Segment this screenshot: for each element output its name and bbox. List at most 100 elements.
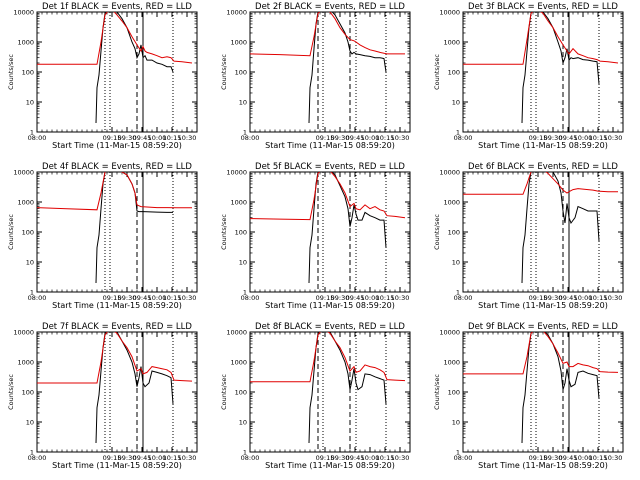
chart-title: Det 5f BLACK = Events, RED = LLD bbox=[255, 162, 405, 172]
x-tick-label: 10:15 bbox=[589, 294, 608, 302]
x-tick-label: 10:15 bbox=[163, 134, 182, 142]
y-axis-label: Counts/sec bbox=[433, 54, 441, 90]
y-tick-label: 10 bbox=[452, 259, 460, 267]
x-tick-label: 10:00 bbox=[361, 134, 380, 142]
y-tick-label: 1 bbox=[30, 449, 34, 457]
x-axis-label: Start Time (11-Mar-15 08:59:20) bbox=[478, 301, 608, 310]
series-line-lld bbox=[250, 172, 406, 221]
x-axis-label: Start Time (11-Mar-15 08:59:20) bbox=[478, 141, 608, 150]
series-line-lld bbox=[463, 332, 619, 375]
x-tick-label: 10:15 bbox=[589, 134, 608, 142]
x-axis-label: Start Time (11-Mar-15 08:59:20) bbox=[52, 301, 182, 310]
y-axis-label: Counts/sec bbox=[220, 374, 228, 410]
x-tick-label: 10:15 bbox=[376, 134, 395, 142]
chart-panel-1: Det 1f BLACK = Events, RED = LLD 1 10 100 10… bbox=[7, 2, 198, 150]
y-tick-label: 10 bbox=[26, 99, 34, 107]
x-tick-label: 08:00 bbox=[28, 134, 47, 142]
x-tick-label: 09:30 bbox=[544, 134, 563, 142]
chart-title: Det 9f BLACK = Events, RED = LLD bbox=[468, 322, 618, 332]
y-tick-label: 1000 bbox=[443, 359, 460, 367]
y-tick-label: 1 bbox=[456, 449, 460, 457]
series-line-lld bbox=[37, 12, 193, 65]
y-tick-label: 10 bbox=[239, 259, 247, 267]
x-axis-label: Start Time (11-Mar-15 08:59:20) bbox=[265, 141, 395, 150]
y-tick-label: 1000 bbox=[230, 39, 247, 47]
y-tick-label: 10000 bbox=[439, 169, 460, 177]
y-tick-label: 10000 bbox=[226, 329, 247, 337]
x-tick-label: 09:15 bbox=[529, 294, 548, 302]
y-tick-label: 100 bbox=[22, 229, 34, 237]
series-line-lld bbox=[463, 172, 618, 195]
x-tick-label: 10:30 bbox=[178, 454, 197, 462]
x-axis-label: Start Time (11-Mar-15 08:59:20) bbox=[52, 141, 182, 150]
y-tick-label: 100 bbox=[235, 389, 247, 397]
x-tick-label: 08:00 bbox=[241, 134, 260, 142]
series-line-events bbox=[521, 172, 600, 284]
x-tick-label: 10:30 bbox=[178, 294, 197, 302]
y-tick-label: 10000 bbox=[439, 329, 460, 337]
x-tick-label: 09:15 bbox=[103, 294, 122, 302]
chart-title: Det 7f BLACK = Events, RED = LLD bbox=[42, 322, 192, 332]
y-tick-label: 1000 bbox=[443, 39, 460, 47]
x-tick-label: 09:15 bbox=[103, 134, 122, 142]
x-tick-label: 10:15 bbox=[376, 454, 395, 462]
x-tick-label: 09:45 bbox=[133, 454, 152, 462]
chart-panel-6: Det 6f BLACK = Events, RED = LLD 1 10 100 10… bbox=[433, 162, 624, 310]
x-tick-label: 09:30 bbox=[331, 294, 350, 302]
y-tick-label: 1 bbox=[243, 449, 247, 457]
chart-title: Det 4f BLACK = Events, RED = LLD bbox=[42, 162, 192, 172]
x-tick-label: 10:15 bbox=[163, 294, 182, 302]
x-tick-label: 09:45 bbox=[559, 134, 578, 142]
chart-panel-9: Det 9f BLACK = Events, RED = LLD 1 10 100 10… bbox=[433, 322, 624, 470]
x-tick-label: 09:45 bbox=[133, 134, 152, 142]
y-tick-label: 10 bbox=[452, 419, 460, 427]
y-axis-label: Counts/sec bbox=[220, 214, 228, 250]
y-tick-label: 1000 bbox=[17, 39, 34, 47]
chart-panel-5: Det 5f BLACK = Events, RED = LLD 1 10 100 10… bbox=[220, 162, 411, 310]
x-tick-label: 09:30 bbox=[544, 294, 563, 302]
y-tick-label: 10000 bbox=[439, 9, 460, 17]
y-tick-label: 100 bbox=[448, 69, 460, 77]
x-tick-label: 10:15 bbox=[376, 294, 395, 302]
y-tick-label: 1000 bbox=[443, 199, 460, 207]
chart-panel-2: Det 2f BLACK = Events, RED = LLD 1 10 100 10… bbox=[220, 2, 411, 150]
x-tick-label: 10:15 bbox=[589, 454, 608, 462]
x-tick-label: 10:00 bbox=[148, 294, 167, 302]
y-tick-label: 10 bbox=[452, 99, 460, 107]
x-tick-label: 09:30 bbox=[331, 454, 350, 462]
x-tick-label: 10:30 bbox=[178, 134, 197, 142]
y-tick-label: 1000 bbox=[17, 359, 34, 367]
chart-title: Det 3f BLACK = Events, RED = LLD bbox=[468, 2, 618, 12]
y-tick-label: 1 bbox=[456, 129, 460, 137]
y-tick-label: 10000 bbox=[13, 169, 34, 177]
y-tick-label: 1 bbox=[456, 289, 460, 297]
x-tick-label: 10:00 bbox=[574, 134, 593, 142]
y-tick-label: 100 bbox=[448, 389, 460, 397]
y-axis-label: Counts/sec bbox=[220, 54, 228, 90]
x-axis-label: Start Time (11-Mar-15 08:59:20) bbox=[52, 461, 182, 470]
series-line-events bbox=[95, 172, 173, 284]
chart-panel-8: Det 8f BLACK = Events, RED = LLD 1 10 100 10… bbox=[220, 322, 411, 470]
y-axis-label: Counts/sec bbox=[433, 374, 441, 410]
y-tick-label: 1 bbox=[30, 129, 34, 137]
x-axis-label: Start Time (11-Mar-15 08:59:20) bbox=[478, 461, 608, 470]
chart-title: Det 1f BLACK = Events, RED = LLD bbox=[42, 2, 192, 12]
x-tick-label: 08:00 bbox=[241, 294, 260, 302]
x-tick-label: 09:15 bbox=[529, 134, 548, 142]
series-line-lld bbox=[250, 332, 406, 383]
x-tick-label: 09:30 bbox=[118, 454, 137, 462]
y-tick-label: 1000 bbox=[230, 359, 247, 367]
x-tick-label: 09:30 bbox=[544, 454, 563, 462]
y-tick-label: 100 bbox=[235, 69, 247, 77]
y-tick-label: 10 bbox=[239, 419, 247, 427]
x-tick-label: 09:45 bbox=[346, 454, 365, 462]
x-axis-label: Start Time (11-Mar-15 08:59:20) bbox=[265, 461, 395, 470]
y-axis-label: Counts/sec bbox=[7, 374, 15, 410]
y-tick-label: 1 bbox=[243, 129, 247, 137]
x-tick-label: 10:30 bbox=[604, 454, 623, 462]
chart-panel-4: Det 4f BLACK = Events, RED = LLD 1 10 100 10… bbox=[7, 162, 198, 310]
x-tick-label: 09:30 bbox=[118, 134, 137, 142]
series-line-lld bbox=[463, 12, 619, 65]
y-axis-label: Counts/sec bbox=[433, 214, 441, 250]
